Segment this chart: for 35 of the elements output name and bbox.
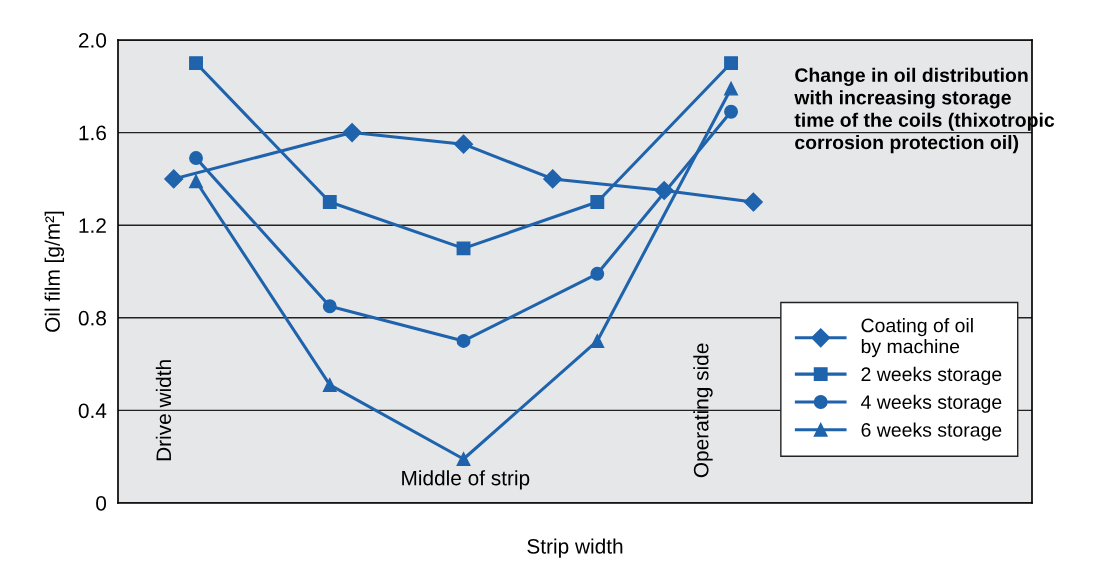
- point: [456, 334, 471, 348]
- point: [456, 241, 471, 256]
- y-tick-label: 0: [96, 496, 107, 511]
- point: [456, 452, 471, 466]
- point: [322, 299, 337, 314]
- x-axis-title: Strip width: [527, 538, 623, 558]
- point: [590, 195, 605, 209]
- legend-label: 4 weeks storage: [861, 394, 1002, 413]
- y-tick-label: 0.8: [78, 310, 106, 326]
- y-tick-label: 1.6: [79, 125, 106, 141]
- y-tick-label: 0.4: [78, 403, 107, 419]
- legend-label: Coating of oil by machine: [861, 318, 973, 358]
- point: [590, 266, 605, 281]
- point: [189, 151, 203, 166]
- point: [322, 195, 337, 209]
- point: [189, 174, 203, 189]
- point: [342, 123, 362, 143]
- y-tick-label: 2.0: [78, 33, 107, 48]
- annotation: Drive width: [155, 360, 172, 461]
- point: [724, 81, 738, 96]
- point: [590, 334, 605, 348]
- point: [322, 377, 337, 392]
- point: [189, 56, 203, 71]
- y-axis-title: Oil film [g/m²]: [44, 211, 65, 332]
- point: [724, 104, 738, 119]
- y-tick-label: 1.2: [79, 218, 106, 233]
- legend-label: 2 weeks storage: [861, 366, 1002, 385]
- point: [454, 134, 474, 154]
- annotation: Operating side: [693, 343, 713, 478]
- point: [724, 56, 738, 71]
- legend-label: 6 weeks storage: [861, 422, 1002, 441]
- point: [164, 169, 184, 189]
- annotation: Middle of strip: [402, 470, 530, 490]
- point: [543, 169, 563, 189]
- point: [743, 192, 763, 212]
